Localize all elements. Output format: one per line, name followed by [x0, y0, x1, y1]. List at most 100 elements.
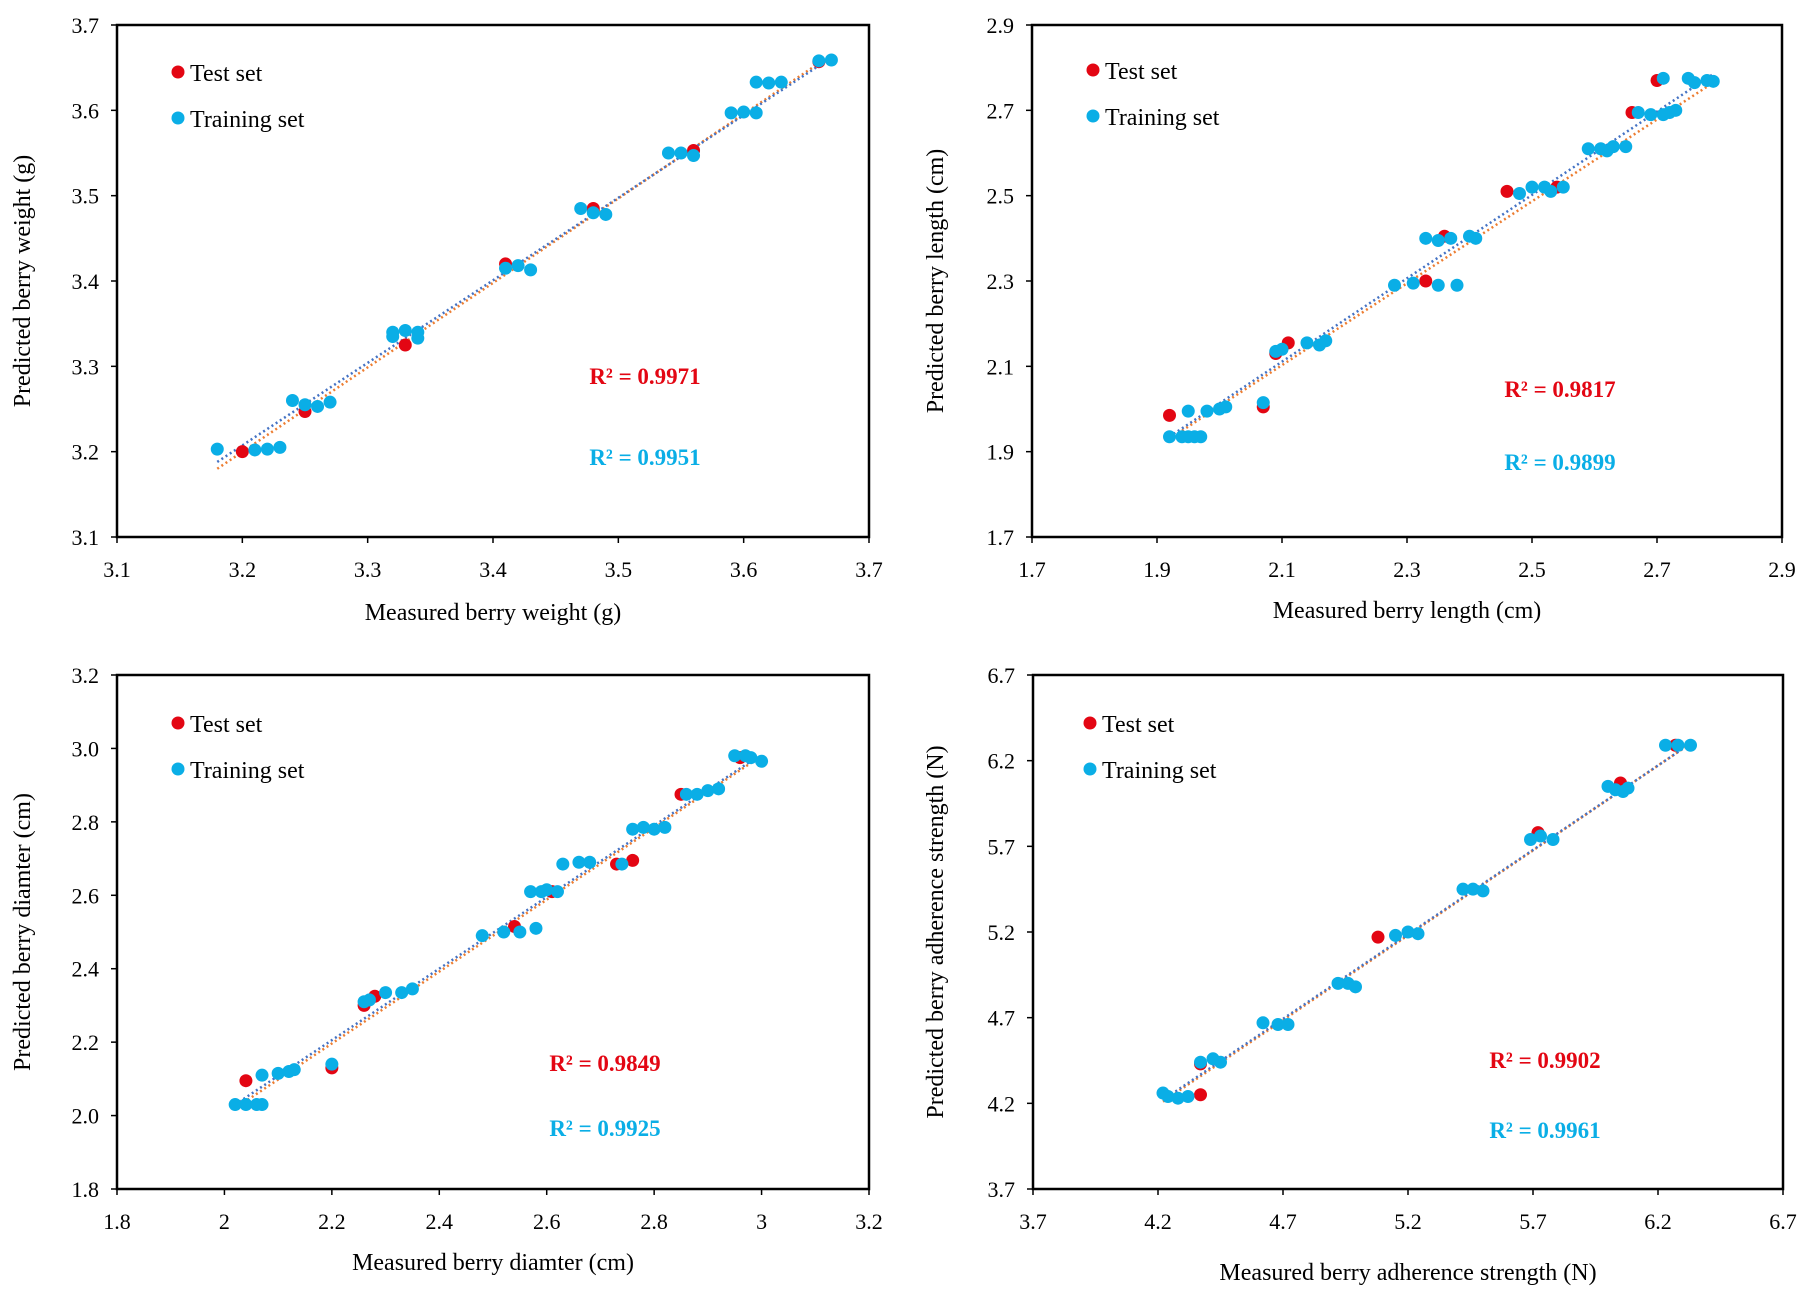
- legend-test-marker: [171, 65, 185, 79]
- x-tick-label: 2.9: [1768, 557, 1796, 582]
- x-tick-label: 2.5: [1518, 557, 1546, 582]
- training-point: [1219, 400, 1233, 414]
- y-tick-label: 2.2: [72, 1030, 100, 1055]
- r2-training-label: R² = 0.9899: [1504, 450, 1615, 475]
- training-point: [1256, 396, 1270, 410]
- y-tick-label: 3.7: [72, 13, 100, 38]
- training-point: [386, 329, 400, 343]
- legend-test-label: Test set: [1102, 712, 1175, 738]
- training-point: [1525, 180, 1539, 194]
- test-point: [1194, 1088, 1207, 1102]
- r2-training-label: R² = 0.9925: [549, 1116, 660, 1141]
- training-point: [1546, 832, 1560, 846]
- x-tick-label: 2.4: [426, 1209, 454, 1234]
- training-point: [1556, 180, 1570, 194]
- training-point: [1476, 884, 1490, 898]
- legend-test-label: Test set: [1105, 59, 1178, 85]
- training-point: [1256, 1016, 1270, 1030]
- x-tick-label: 3.4: [479, 557, 507, 582]
- training-point: [1644, 108, 1658, 122]
- training-point: [255, 1068, 269, 1082]
- y-tick-label: 3.4: [72, 269, 100, 294]
- r2-training-label: R² = 0.9951: [589, 445, 700, 470]
- training-point: [323, 395, 337, 409]
- y-tick-label: 1.9: [987, 440, 1015, 465]
- legend-test-marker: [1086, 63, 1100, 77]
- y-tick-label: 2.4: [72, 957, 100, 982]
- training-point: [287, 1063, 301, 1077]
- y-tick-label: 4.2: [988, 1091, 1016, 1116]
- training-point: [762, 76, 776, 90]
- y-tick-label: 2.8: [72, 810, 100, 835]
- training-point: [636, 820, 650, 834]
- legend-test-marker: [171, 716, 185, 730]
- x-tick-label: 1.9: [1143, 557, 1171, 582]
- training-point: [1388, 278, 1401, 292]
- training-point: [1659, 738, 1672, 752]
- y-tick-label: 3.0: [72, 736, 100, 761]
- y-tick-label: 4.7: [988, 1006, 1016, 1031]
- y-tick-label: 2.0: [72, 1104, 100, 1129]
- training-point: [599, 207, 613, 221]
- training-point: [248, 443, 262, 457]
- trendline-training: [234, 756, 757, 1106]
- x-tick-label: 5.2: [1394, 1209, 1422, 1234]
- legend-test-marker: [1083, 716, 1097, 730]
- x-axis-title: Measured berry adherence strength (N): [1219, 1260, 1596, 1286]
- x-tick-label: 2.6: [533, 1209, 561, 1234]
- training-point: [556, 857, 570, 871]
- training-point: [228, 1098, 242, 1112]
- training-point: [379, 986, 393, 1000]
- chart-panel-3: 1.8 2 2.2 2.4 2.6 2.8 3 3.2 1.8 2.0 2.2 2.4 2.6 2.8 3.…: [10, 663, 883, 1276]
- training-point: [271, 1066, 285, 1080]
- training-point: [1275, 342, 1289, 356]
- x-tick-label: 3.5: [605, 557, 633, 582]
- x-tick-label: 3.7: [855, 557, 883, 582]
- legend-training-marker: [171, 111, 185, 125]
- legend-training-marker: [171, 762, 185, 776]
- chart-panel-2: 1.7 1.9 2.1 2.3 2.5 2.7 2.9 1.7 1.9 2.1 2.3 2.5 2.7 2…: [923, 13, 1796, 624]
- x-axis-title: Measured berry diamter (cm): [352, 1250, 634, 1276]
- training-point: [362, 993, 376, 1007]
- r2-test-label: R² = 0.9817: [1504, 377, 1615, 402]
- test-point: [1371, 930, 1385, 944]
- test-point: [239, 1074, 253, 1088]
- training-point: [298, 398, 312, 412]
- legend-test-label: Test set: [190, 712, 263, 738]
- training-point: [679, 787, 693, 801]
- training-point: [690, 787, 704, 801]
- training-point: [497, 925, 511, 939]
- training-point: [475, 929, 489, 943]
- training-point: [583, 855, 597, 869]
- training-point: [1171, 1091, 1185, 1105]
- y-tick-label: 5.7: [988, 834, 1016, 859]
- x-tick-label: 2.7: [1643, 557, 1671, 582]
- y-tick-label: 2.7: [987, 98, 1015, 123]
- training-point: [395, 986, 409, 1000]
- training-point: [755, 754, 769, 768]
- legend-training-label: Training set: [1102, 758, 1217, 784]
- y-axis-title: Predicted berry adherence strength (N): [923, 745, 949, 1118]
- x-axis-title: Measured berry weight (g): [365, 600, 622, 626]
- training-point: [1161, 1089, 1175, 1103]
- training-point: [1671, 738, 1685, 752]
- y-tick-label: 2.9: [987, 13, 1015, 38]
- training-point: [540, 883, 554, 897]
- x-tick-label: 5.7: [1519, 1209, 1547, 1234]
- training-point: [285, 393, 299, 407]
- training-point: [1466, 882, 1480, 896]
- training-point: [647, 822, 661, 836]
- x-tick-label: 1.8: [103, 1209, 131, 1234]
- chart-panel-1: 3.1 3.2 3.3 3.4 3.5 3.6 3.7 3.1 3.2 3.3 3.4 3.5 3.6 3…: [10, 13, 883, 626]
- training-point: [1406, 276, 1420, 290]
- y-axis-title: Predicted berry diamter (cm): [10, 793, 36, 1071]
- test-point: [398, 338, 412, 352]
- x-tick-label: 3.7: [1019, 1209, 1047, 1234]
- training-point: [626, 822, 640, 836]
- y-tick-label: 2.1: [987, 354, 1015, 379]
- training-point: [674, 146, 688, 160]
- training-point: [524, 885, 538, 899]
- training-point: [1181, 1089, 1195, 1103]
- training-point: [273, 440, 287, 454]
- training-point: [615, 857, 629, 871]
